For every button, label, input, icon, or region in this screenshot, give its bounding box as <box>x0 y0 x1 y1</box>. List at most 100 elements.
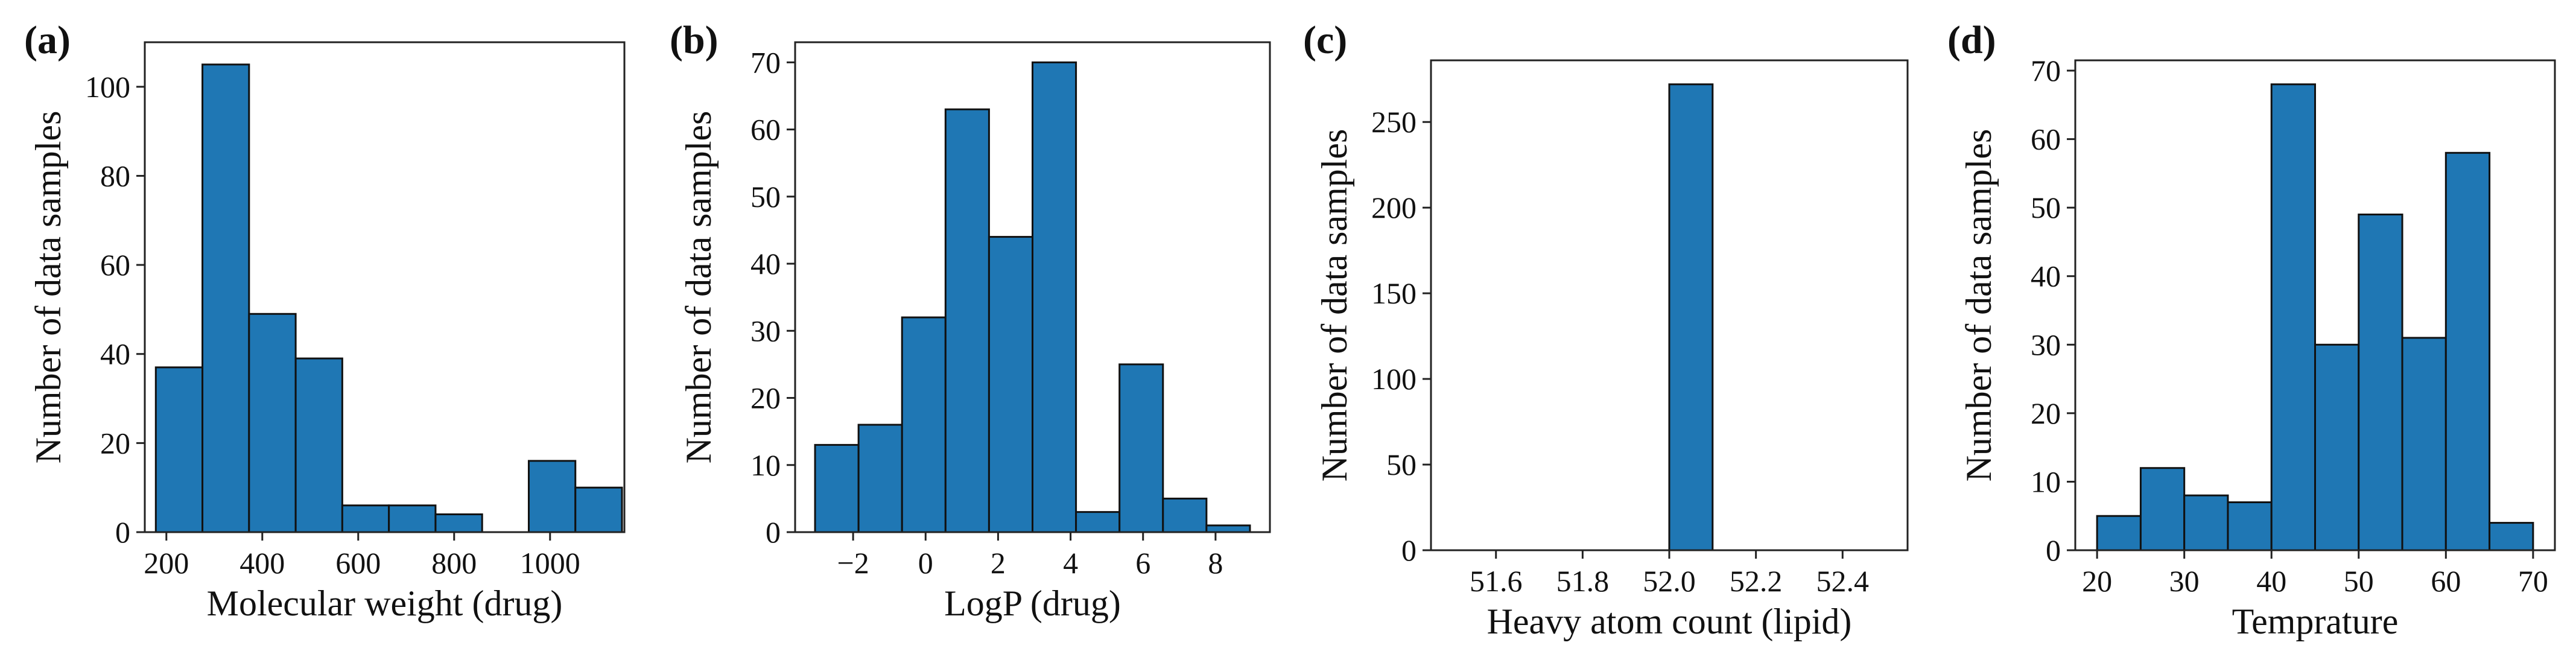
bar <box>814 443 860 533</box>
y-tick-label: 80 <box>100 159 130 192</box>
bar <box>1032 61 1077 533</box>
x-tick-label: −2 <box>837 546 869 580</box>
y-tick-label: 20 <box>750 381 781 415</box>
x-tick-label: 40 <box>2256 564 2286 598</box>
bar <box>341 504 390 533</box>
bar <box>988 236 1034 533</box>
y-tick-label: 10 <box>750 448 781 482</box>
panel-label: (c) <box>1303 18 1347 62</box>
plot-frame <box>144 41 626 533</box>
y-tick-label: 0 <box>1401 533 1416 567</box>
bar <box>2270 83 2317 551</box>
panel-label: (b) <box>670 18 719 62</box>
bar <box>2401 337 2447 551</box>
x-tick-label: 52.2 <box>1730 564 1783 598</box>
y-tick-label: 60 <box>750 113 781 147</box>
y-tick-label: 150 <box>1371 276 1416 310</box>
x-tick-label: 8 <box>1208 546 1223 580</box>
x-tick-label: 400 <box>240 546 285 580</box>
bar <box>2096 515 2142 551</box>
y-tick-label: 20 <box>2031 396 2061 430</box>
y-tick-label: 40 <box>100 337 130 371</box>
panel-b: −2 0 2 4 6 8 0 10 20 30 40 50 60 70 LogP (drug) Number … <box>670 18 1271 623</box>
x-tick-label: 6 <box>1135 546 1150 580</box>
bar <box>294 357 343 533</box>
bar <box>248 313 297 533</box>
bar <box>1075 511 1121 533</box>
y-axis-label: Number of data samples <box>28 111 68 464</box>
y-tick-label: 100 <box>85 70 130 104</box>
panel-label: (d) <box>1947 18 1996 62</box>
y-axis-label: Number of data samples <box>679 111 719 464</box>
bar <box>2444 151 2491 551</box>
x-tick-label: 4 <box>1063 546 1078 580</box>
bar <box>944 108 990 533</box>
y-tick-label: 70 <box>2031 54 2061 87</box>
x-tick-label: 20 <box>2082 564 2112 598</box>
x-axis-label: Temprature <box>2232 602 2399 641</box>
x-tick-label: 51.8 <box>1556 564 1610 598</box>
x-tick-label: 70 <box>2518 564 2548 598</box>
y-tick-label: 200 <box>1371 191 1416 224</box>
bar <box>857 424 903 533</box>
y-tick-label: 250 <box>1371 105 1416 139</box>
bar <box>1162 497 1208 533</box>
panel-d: 20 30 40 50 60 70 0 10 20 30 40 50 60 70 Temprature Num… <box>1947 18 2556 641</box>
y-tick-label: 60 <box>100 248 130 282</box>
x-tick-label: 30 <box>2169 564 2200 598</box>
bar <box>388 504 437 533</box>
y-tick-label: 40 <box>2031 259 2061 293</box>
x-tick-label: 2 <box>991 546 1006 580</box>
y-tick-label: 50 <box>750 180 781 214</box>
x-axis-label: Molecular weight (drug) <box>207 583 563 623</box>
panel-label: (a) <box>24 18 71 62</box>
y-tick-label: 100 <box>1371 362 1416 396</box>
x-tick-label: 600 <box>335 546 381 580</box>
plot-frame <box>794 41 1271 533</box>
y-tick-label: 30 <box>2031 328 2061 361</box>
bar <box>2358 214 2403 551</box>
x-axis-label: Heavy atom count (lipid) <box>1487 602 1852 641</box>
x-tick-label: 60 <box>2431 564 2461 598</box>
bar <box>1205 524 1251 533</box>
y-tick-label: 20 <box>100 426 130 460</box>
bar <box>574 486 623 533</box>
bar <box>1118 363 1164 533</box>
bar <box>201 63 250 533</box>
y-axis-label: Number of data samples <box>1959 129 1999 482</box>
bar <box>434 513 483 533</box>
x-tick-label: 50 <box>2344 564 2374 598</box>
x-tick-label: 200 <box>144 546 189 580</box>
plot-frame <box>2074 59 2556 551</box>
y-tick-label: 0 <box>115 515 130 549</box>
y-tick-label: 0 <box>766 515 781 549</box>
y-tick-label: 70 <box>750 45 781 79</box>
bar <box>154 366 204 533</box>
y-axis-label: Number of data samples <box>1315 129 1354 482</box>
x-tick-label: 51.6 <box>1470 564 1523 598</box>
panel-c: 51.6 51.8 52.0 52.2 52.4 0 50 100 150 200 250 Heavy… <box>1303 18 1909 641</box>
bar <box>2314 343 2360 551</box>
x-tick-label: 0 <box>918 546 933 580</box>
bar <box>1668 83 1714 551</box>
bar <box>2139 467 2186 551</box>
panel-a: 200 400 600 800 1000 0 20 40 60 80 100 Molecular we… <box>24 18 626 623</box>
y-tick-label: 60 <box>2031 122 2061 156</box>
bar <box>901 316 947 533</box>
bar <box>2227 501 2273 551</box>
x-tick-label: 1000 <box>520 546 580 580</box>
y-tick-label: 50 <box>2031 191 2061 224</box>
y-tick-label: 50 <box>1386 448 1416 481</box>
y-tick-label: 10 <box>2031 465 2061 498</box>
bar <box>527 460 577 533</box>
x-tick-label: 800 <box>431 546 477 580</box>
y-tick-label: 30 <box>750 314 781 348</box>
bar <box>2489 522 2534 551</box>
y-tick-label: 40 <box>750 247 781 281</box>
bar <box>2183 494 2229 551</box>
x-axis-label: LogP (drug) <box>944 583 1121 623</box>
y-tick-label: 0 <box>2046 533 2061 567</box>
x-tick-label: 52.0 <box>1643 564 1696 598</box>
x-tick-label: 52.4 <box>1816 564 1870 598</box>
